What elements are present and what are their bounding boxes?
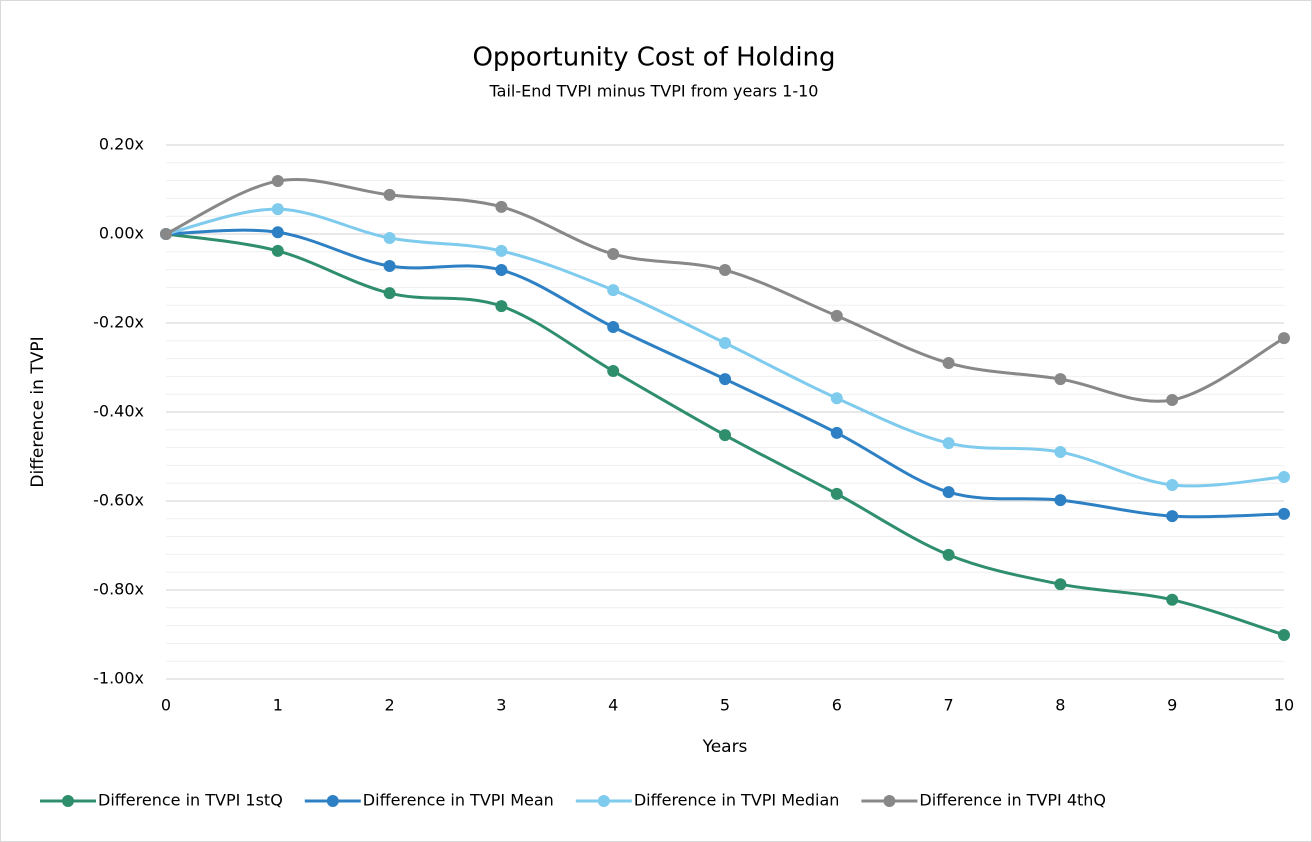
x-tick-label: 6 <box>832 696 842 715</box>
data-point <box>1166 510 1179 523</box>
x-tick-label: 9 <box>1167 696 1177 715</box>
y-axis-label: Difference in TVPI <box>28 336 48 487</box>
data-point <box>607 365 620 378</box>
data-point <box>830 392 843 405</box>
data-point <box>1278 332 1290 345</box>
data-point <box>1054 578 1067 591</box>
data-point <box>607 248 620 261</box>
data-point <box>1054 494 1067 507</box>
data-point <box>942 437 955 450</box>
x-axis-label: Years <box>702 737 748 757</box>
legend-item: Difference in TVPI Median <box>575 791 840 810</box>
chart-subtitle: Tail-End TVPI minus TVPI from years 1-10 <box>489 82 819 101</box>
y-tick-label: -1.00x <box>93 669 144 688</box>
data-point <box>271 203 284 216</box>
data-point <box>271 175 284 188</box>
legend-item: Difference in TVPI 4thQ <box>861 791 1106 810</box>
data-point <box>942 486 955 499</box>
legend-label: Difference in TVPI 1stQ <box>98 791 283 810</box>
data-point <box>1166 478 1179 491</box>
data-point <box>495 300 508 313</box>
data-point <box>719 429 731 442</box>
legend-label: Difference in TVPI Median <box>634 791 840 810</box>
y-tick-label: -0.80x <box>93 580 144 599</box>
y-tick-label: -0.20x <box>93 313 144 332</box>
x-tick-label: 0 <box>161 696 171 715</box>
legend-marker <box>62 795 74 807</box>
data-point <box>383 287 396 300</box>
y-tick-label: -0.40x <box>93 402 144 421</box>
data-point <box>607 284 620 297</box>
x-tick-label: 8 <box>1055 696 1065 715</box>
data-point <box>495 200 508 213</box>
data-point <box>719 264 731 277</box>
x-tick-label: 7 <box>944 696 954 715</box>
y-tick-label: -0.60x <box>93 491 144 510</box>
legend-marker <box>326 795 339 807</box>
x-tick-label: 10 <box>1274 696 1294 715</box>
y-tick-label: 0.00x <box>99 224 144 243</box>
data-point <box>830 426 843 439</box>
data-point <box>1166 593 1179 606</box>
data-point <box>383 260 396 273</box>
data-point <box>383 232 396 245</box>
data-point <box>830 309 843 322</box>
data-point <box>271 226 284 239</box>
data-point <box>719 373 731 386</box>
x-tick-label: 5 <box>720 696 730 715</box>
legend-marker <box>883 795 896 807</box>
y-tick-label: 0.20x <box>99 135 144 154</box>
data-point <box>942 357 955 370</box>
data-point <box>1166 393 1179 406</box>
data-point <box>1054 446 1067 459</box>
legend-label: Difference in TVPI Mean <box>363 791 554 810</box>
data-point <box>160 228 172 240</box>
x-tick-label: 4 <box>608 696 618 715</box>
x-tick-label: 3 <box>496 696 506 715</box>
data-point <box>1278 628 1290 641</box>
data-point <box>495 264 508 277</box>
legend-item: Difference in TVPI 1stQ <box>40 791 283 810</box>
legend-label: Difference in TVPI 4thQ <box>919 791 1106 810</box>
x-tick-label: 2 <box>385 696 395 715</box>
data-point <box>271 244 284 257</box>
data-point <box>1278 470 1290 483</box>
chart-title: Opportunity Cost of Holding <box>472 43 835 73</box>
data-point <box>1278 507 1290 520</box>
data-point <box>495 244 508 257</box>
data-point <box>830 487 843 500</box>
data-point <box>607 321 620 334</box>
data-point <box>942 548 955 561</box>
data-point <box>719 337 731 350</box>
legend-item: Difference in TVPI Mean <box>304 791 554 810</box>
x-tick-label: 1 <box>273 696 283 715</box>
legend-marker <box>597 795 610 807</box>
data-point <box>383 188 396 201</box>
data-point <box>1054 373 1067 386</box>
